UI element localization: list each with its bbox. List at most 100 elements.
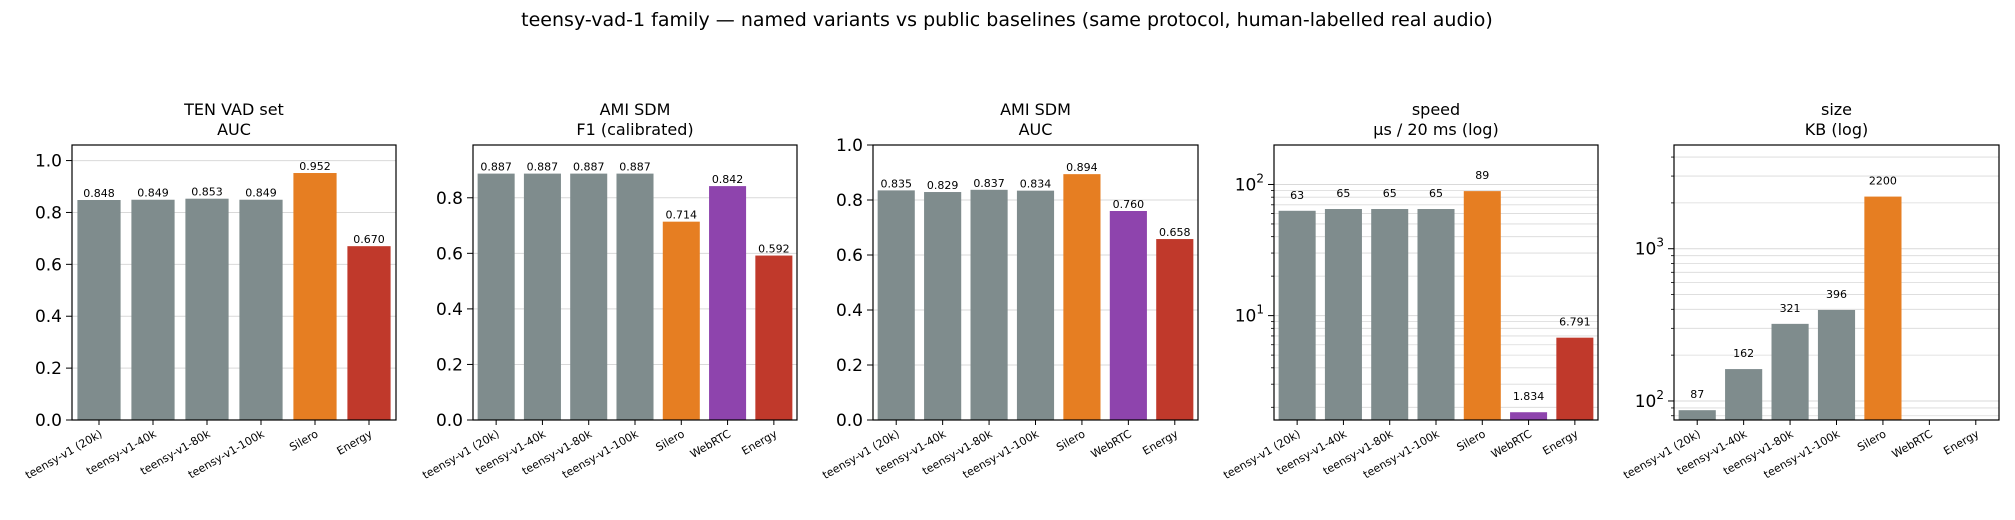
- bar-value-label: 0.834: [1020, 178, 1052, 191]
- bar-value-label: 2200: [1869, 175, 1897, 188]
- y-tick-label: 0.0: [35, 411, 62, 431]
- chart-title: speed µs / 20 ms (log): [1373, 100, 1498, 139]
- bar-value-label: 0.658: [1159, 226, 1191, 239]
- x-tick-label: Silero: [287, 427, 320, 454]
- bar-value-label: 0.670: [353, 233, 385, 246]
- bar-value-label: 63: [1290, 189, 1304, 202]
- bar: [185, 198, 229, 420]
- bar-value-label: 0.887: [527, 161, 559, 174]
- bar-value-label: 87: [1690, 388, 1704, 401]
- y-tick-label: 0.6: [436, 244, 463, 264]
- y-tick-label: 0.6: [836, 246, 863, 266]
- bar: [970, 189, 1008, 420]
- bar-value-label: 396: [1826, 288, 1847, 301]
- x-tick-label: teensy-v1 (20k): [820, 427, 901, 482]
- bar: [755, 255, 793, 420]
- bar-value-label: 0.592: [758, 243, 790, 256]
- figure-suptitle: teensy-vad-1 family — named variants vs …: [521, 9, 1493, 31]
- bar: [1725, 369, 1763, 420]
- bar: [1771, 323, 1809, 420]
- chart-panel-3: AMI SDM AUC 0.0 0.2 0.4 0.6 0.8 1.0 0.835 teensy-…: [820, 100, 1199, 482]
- bar: [570, 173, 608, 420]
- bar: [616, 173, 654, 420]
- bar-value-label: 65: [1383, 187, 1397, 200]
- y-tick-label: 101: [1235, 303, 1264, 327]
- y-tick-label: 0.0: [836, 411, 863, 431]
- bar: [239, 199, 283, 420]
- bar-value-label: 65: [1429, 187, 1443, 200]
- bar-value-label: 0.849: [137, 187, 169, 200]
- x-tick-label: Energy: [1541, 427, 1581, 458]
- y-tick-label: 0.2: [436, 355, 463, 375]
- bar: [347, 246, 391, 420]
- bar-value-label: 65: [1336, 187, 1350, 200]
- bar: [1324, 209, 1362, 420]
- bar-value-label: 0.714: [666, 209, 698, 222]
- bar-value-label: 0.837: [973, 177, 1005, 190]
- x-tick-label: Energy: [335, 427, 375, 458]
- x-tick-label: teensy-v1 (20k): [1221, 427, 1302, 482]
- bar: [1510, 412, 1548, 420]
- chart-title-line: AMI SDM: [600, 100, 671, 119]
- chart-panels: TEN VAD set AUC0.00.20.40.60.81.00.848tee…: [23, 100, 2000, 482]
- bar-value-label: 0.829: [927, 179, 959, 192]
- chart-panel-2: AMI SDM F1 (calibrated) 0.0 0.2 0.4 0.6 0.8 0.8…: [420, 100, 798, 482]
- bar: [477, 173, 515, 420]
- x-tick-label: WebRTC: [688, 427, 733, 461]
- y-tick-label: 0.8: [35, 203, 62, 223]
- bar: [1678, 410, 1716, 420]
- x-tick-label: teensy-v1 (20k): [1621, 427, 1702, 482]
- x-tick-label: Energy: [1140, 427, 1180, 458]
- bar: [1417, 209, 1455, 420]
- y-tick-label: 1.0: [35, 152, 62, 172]
- y-tick-base: 10: [1635, 240, 1657, 260]
- chart-title: AMI SDM F1 (calibrated): [576, 100, 693, 139]
- x-tick-label: WebRTC: [1890, 427, 1935, 461]
- bar-value-label: 1.834: [1513, 390, 1545, 403]
- chart-title-line: AUC: [1019, 120, 1053, 139]
- bar: [1371, 209, 1409, 420]
- bar-value-label: 321: [1780, 302, 1801, 315]
- bar: [77, 200, 121, 420]
- y-tick-label: 103: [1635, 236, 1664, 260]
- bar-value-label: 162: [1733, 347, 1754, 360]
- y-tick-label: 0.4: [35, 307, 62, 327]
- y-tick-label: 0.8: [436, 189, 463, 209]
- bar: [1864, 196, 1902, 420]
- bar: [1016, 190, 1055, 420]
- chart-title-line: KB (log): [1805, 120, 1868, 139]
- y-tick-label: 0.6: [35, 255, 62, 275]
- x-tick-label: teensy-v1 (20k): [420, 427, 501, 482]
- x-tick-label: Silero: [654, 427, 687, 454]
- bar: [1156, 239, 1194, 420]
- axes-frame: [872, 144, 1199, 421]
- x-tick-label: WebRTC: [1489, 427, 1534, 461]
- bar: [662, 221, 700, 420]
- chart-title-line: F1 (calibrated): [576, 120, 693, 139]
- bar: [1109, 211, 1147, 420]
- bar-value-label: 6.791: [1559, 316, 1591, 329]
- bar: [293, 173, 337, 420]
- y-tick-exponent: 2: [1656, 388, 1664, 402]
- chart-title: TEN VAD set AUC: [183, 100, 284, 139]
- axes-frame: [71, 144, 397, 421]
- y-tick-label: 1.0: [836, 136, 863, 156]
- chart-title-line: size: [1821, 100, 1852, 119]
- bar-value-label: 0.849: [245, 187, 277, 200]
- y-tick-base: 10: [1635, 392, 1657, 412]
- chart-title-line: speed: [1412, 100, 1460, 119]
- axes-frame: [1273, 144, 1599, 421]
- y-tick-label: 102: [1235, 171, 1264, 195]
- bar-value-label: 0.760: [1113, 198, 1145, 211]
- bar: [523, 173, 561, 420]
- axes-frame: [472, 144, 798, 421]
- bar: [1063, 174, 1101, 420]
- axes-frame: [1673, 144, 2000, 421]
- bar: [1817, 309, 1856, 420]
- bar: [709, 186, 747, 420]
- y-tick-label: 0.4: [436, 300, 463, 320]
- bar-value-label: 0.853: [191, 186, 223, 199]
- bar-value-label: 0.887: [480, 161, 512, 174]
